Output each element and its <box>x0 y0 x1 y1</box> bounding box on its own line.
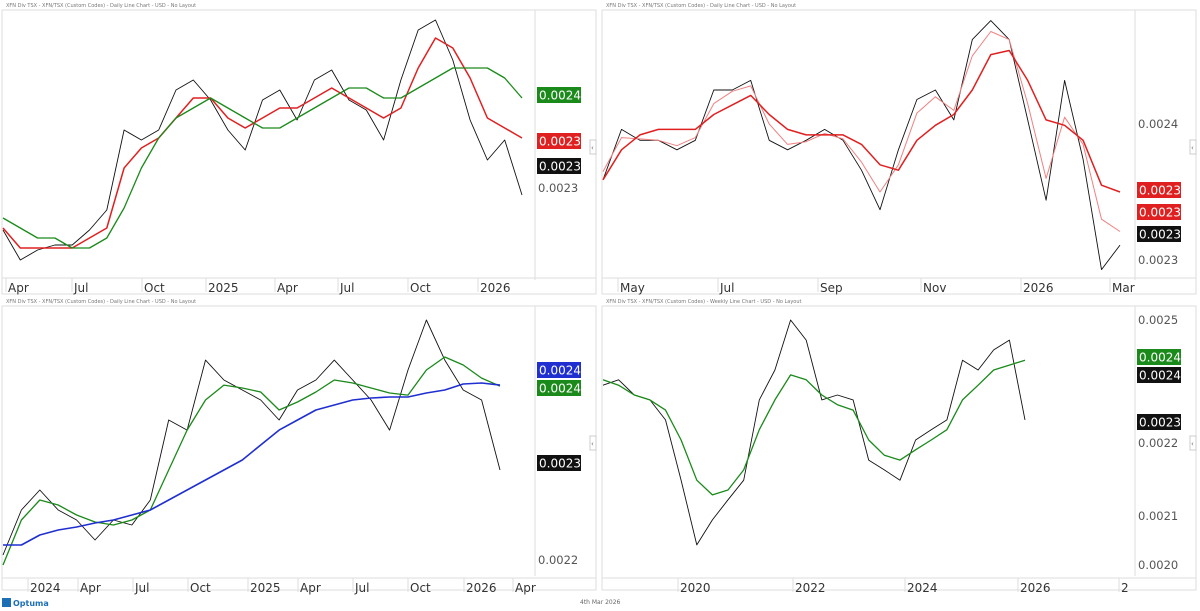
y-tick-label: 0.0022 <box>538 553 578 567</box>
footer-brand: Optuma <box>13 599 49 608</box>
chart-title: XFN Div TSX - XFN/TSX (Custom Codes) - D… <box>6 3 196 9</box>
series-line-blue <box>3 382 501 546</box>
series-line-price <box>2 319 501 556</box>
last-value-label: 0.0023 <box>539 160 581 174</box>
x-tick-label: Jul <box>339 281 354 295</box>
last-value-badge <box>1137 182 1181 198</box>
chevron-left-icon: ‹ <box>1191 144 1194 152</box>
chart-panel-1[interactable]: XFN Div TSX - XFN/TSX (Custom Codes) - D… <box>1 3 597 295</box>
collapse-axis-button[interactable] <box>589 139 597 155</box>
last-value-badge <box>1137 367 1181 383</box>
footer-date: 4th Mar 2026 <box>580 599 621 606</box>
x-tick-label: 2 <box>1121 581 1129 595</box>
y-tick-label: 0.0023 <box>538 181 578 195</box>
x-tick-label: Sep <box>820 281 843 295</box>
panel-frame <box>601 305 1197 591</box>
last-value-badge <box>1137 414 1181 430</box>
x-tick-label: Oct <box>410 281 431 295</box>
x-tick-label: 2026 <box>466 581 497 595</box>
series-line-green <box>2 356 501 566</box>
last-value-label: 0.0023 <box>1139 184 1181 198</box>
chart-title: XFN Div TSX - XFN/TSX (Custom Codes) - W… <box>606 299 802 305</box>
x-tick-label: Oct <box>190 581 211 595</box>
x-tick-label: 2025 <box>250 581 281 595</box>
collapse-axis-button[interactable] <box>1189 139 1197 155</box>
panel-frame <box>1 9 597 295</box>
last-value-badge <box>537 158 581 174</box>
chart-panel-4[interactable]: XFN Div TSX - XFN/TSX (Custom Codes) - W… <box>601 299 1197 595</box>
last-value-badge <box>537 380 581 396</box>
y-tick-label: 0.0021 <box>1138 509 1178 523</box>
series-line-green <box>602 359 1026 496</box>
collapse-axis-button[interactable] <box>1189 435 1197 451</box>
x-tick-label: Nov <box>923 281 946 295</box>
x-tick-label: 2020 <box>680 581 711 595</box>
x-tick-label: 2024 <box>907 581 938 595</box>
chevron-left-icon: ‹ <box>591 144 594 152</box>
series-line-price <box>602 20 1121 271</box>
x-tick-label: 2026 <box>480 281 511 295</box>
series-line-light_red <box>602 31 1121 232</box>
y-tick-label: 0.0022 <box>1138 436 1178 450</box>
last-value-badge <box>537 87 581 103</box>
y-tick-label: 0.0025 <box>1138 313 1178 327</box>
x-tick-label: Oct <box>144 281 165 295</box>
optuma-logo-icon <box>2 598 11 607</box>
x-tick-label: Oct <box>410 581 431 595</box>
x-tick-label: 2025 <box>208 281 239 295</box>
y-tick-label: 0.0023 <box>1138 253 1178 267</box>
last-value-label: 0.0024 <box>1139 351 1181 365</box>
x-tick-label: May <box>620 281 645 295</box>
x-tick-label: Jul <box>134 581 149 595</box>
chart-panel-3[interactable]: XFN Div TSX - XFN/TSX (Custom Codes) - D… <box>1 299 597 595</box>
last-value-label: 0.0023 <box>1139 228 1181 242</box>
x-tick-label: 2024 <box>30 581 61 595</box>
last-value-badge <box>1137 204 1181 220</box>
chevron-left-icon: ‹ <box>1191 440 1194 448</box>
last-value-label: 0.0024 <box>539 364 581 378</box>
x-tick-label: 2026 <box>1020 581 1051 595</box>
series-line-price <box>2 19 523 261</box>
last-value-label: 0.0024 <box>539 89 581 103</box>
x-tick-label: Apr <box>80 581 101 595</box>
series-line-red <box>2 37 523 249</box>
chart-title: XFN Div TSX - XFN/TSX (Custom Codes) - D… <box>606 3 796 9</box>
x-tick-label: Jul <box>719 281 734 295</box>
panel-frame <box>1 305 597 591</box>
last-value-label: 0.0023 <box>539 457 581 471</box>
y-tick-label: 0.0020 <box>1138 558 1178 572</box>
last-value-label: 0.0023 <box>1139 416 1181 430</box>
last-value-badge <box>1137 226 1181 242</box>
last-value-badge <box>537 455 581 471</box>
last-value-badge <box>1137 349 1181 365</box>
x-tick-label: 2026 <box>1023 281 1054 295</box>
panel-frame <box>601 9 1197 295</box>
x-tick-label: Apr <box>515 581 536 595</box>
last-value-label: 0.0023 <box>539 135 581 149</box>
last-value-label: 0.0023 <box>1139 206 1181 220</box>
collapse-axis-button[interactable] <box>589 435 597 451</box>
last-value-label: 0.0024 <box>1139 369 1181 383</box>
y-tick-label: 0.0024 <box>1138 117 1178 131</box>
last-value-badge <box>537 133 581 149</box>
series-line-red <box>602 49 1121 193</box>
x-tick-label: Apr <box>8 281 29 295</box>
x-tick-label: Jul <box>73 281 88 295</box>
x-tick-label: 2022 <box>795 581 826 595</box>
x-tick-label: Apr <box>300 581 321 595</box>
x-tick-label: Mar <box>1112 281 1135 295</box>
series-line-price <box>602 319 1026 546</box>
series-line-green <box>2 67 523 249</box>
chart-panel-2[interactable]: XFN Div TSX - XFN/TSX (Custom Codes) - D… <box>601 3 1197 295</box>
chevron-left-icon: ‹ <box>591 440 594 448</box>
last-value-label: 0.0024 <box>539 382 581 396</box>
x-tick-label: Jul <box>354 581 369 595</box>
last-value-badge <box>537 362 581 378</box>
x-tick-label: Apr <box>277 281 298 295</box>
chart-title: XFN Div TSX - XFN/TSX (Custom Codes) - D… <box>6 299 196 305</box>
